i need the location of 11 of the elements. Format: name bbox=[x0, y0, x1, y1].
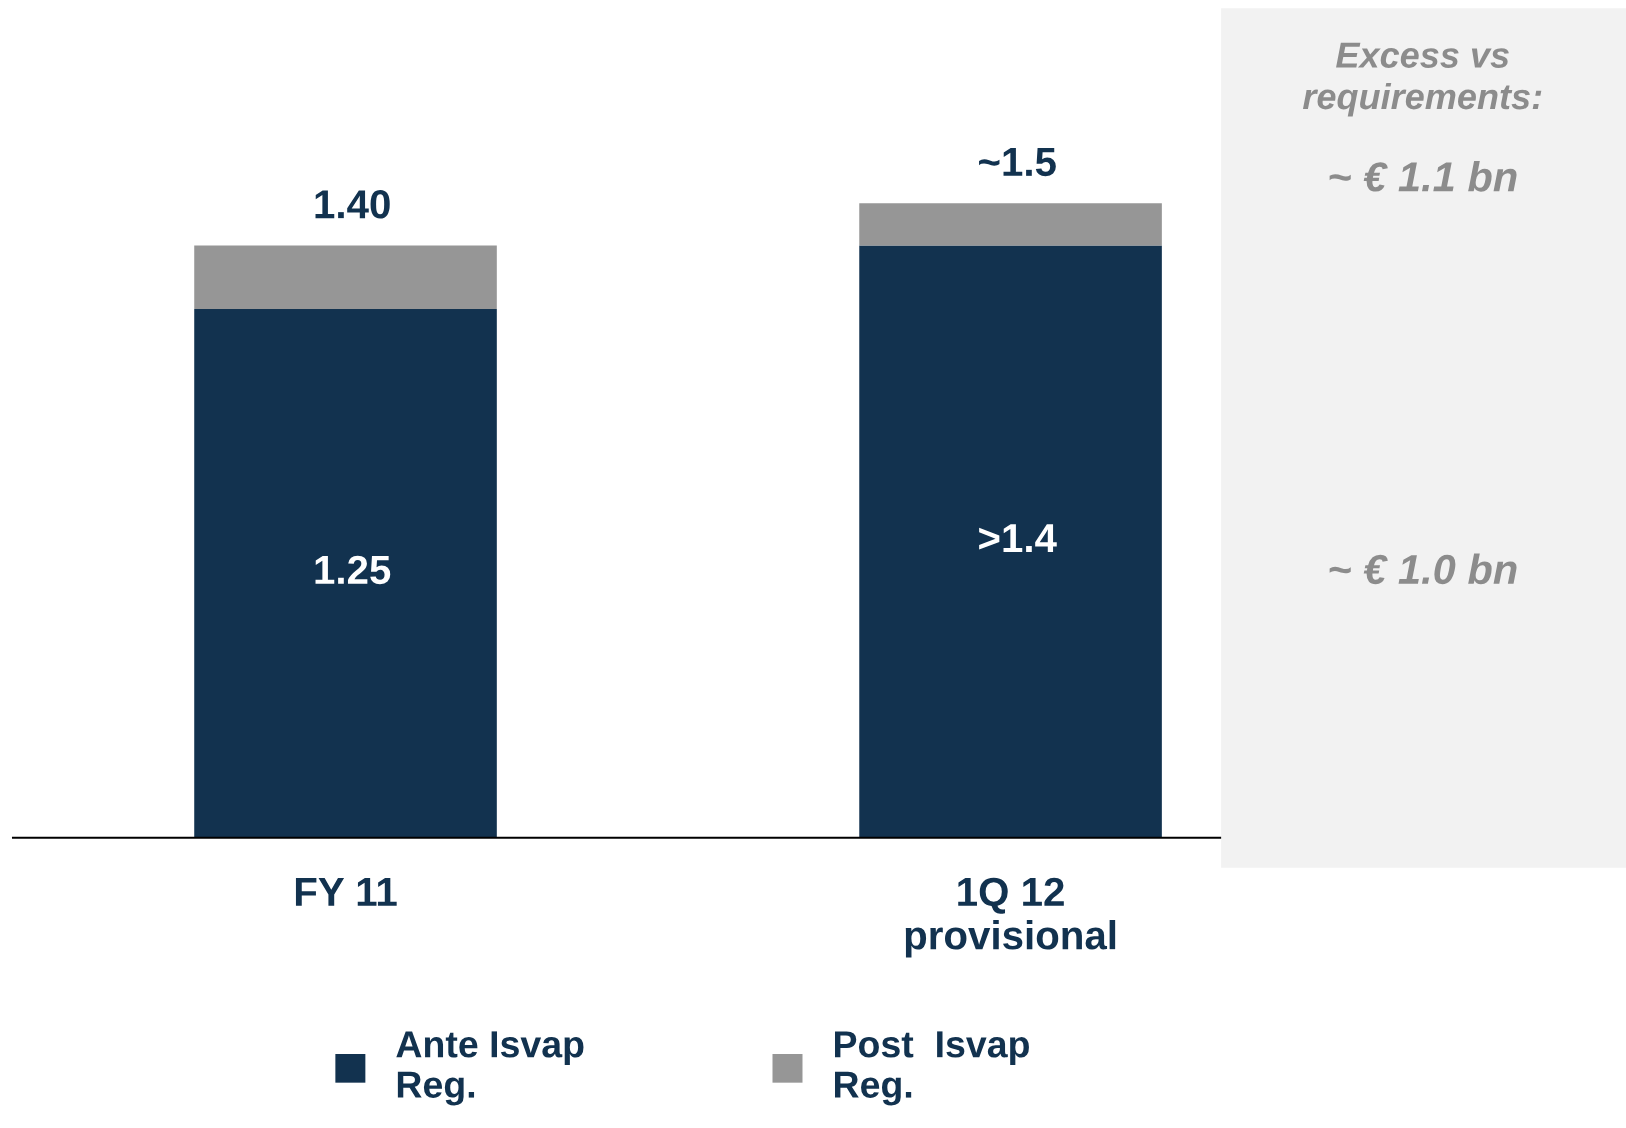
annotation: ~ € 1.0 bn bbox=[1329, 553, 1517, 585]
x-tick-label: FY 11 bbox=[295, 878, 397, 906]
data-label: >1.4 bbox=[979, 524, 1057, 553]
data-label: 1.25 bbox=[315, 555, 391, 585]
x-tick-label: 1Q 12 provisional bbox=[905, 877, 1116, 958]
text: Excess vs requirements: bbox=[1302, 42, 1542, 117]
text: ~ € 1.1 bn bbox=[1329, 161, 1517, 192]
legend-label: Ante Isvap Reg. bbox=[396, 1031, 584, 1106]
total-label: ~1.5 bbox=[979, 148, 1056, 177]
total-label: 1.40 bbox=[315, 190, 390, 219]
legend-label: Post Isvap Reg. bbox=[835, 1031, 1029, 1106]
